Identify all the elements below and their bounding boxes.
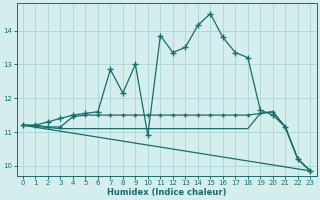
X-axis label: Humidex (Indice chaleur): Humidex (Indice chaleur) <box>107 188 226 197</box>
